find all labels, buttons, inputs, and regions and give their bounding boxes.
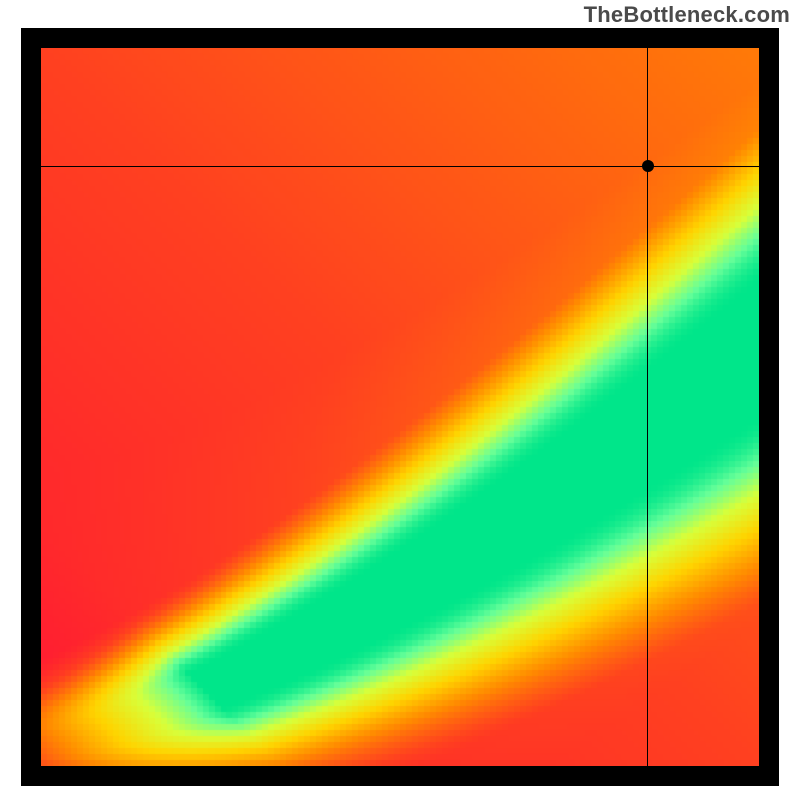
plot-border (21, 28, 779, 786)
crosshair-marker (642, 160, 654, 172)
watermark-text: TheBottleneck.com (584, 2, 790, 28)
crosshair-vertical-line (647, 48, 649, 766)
